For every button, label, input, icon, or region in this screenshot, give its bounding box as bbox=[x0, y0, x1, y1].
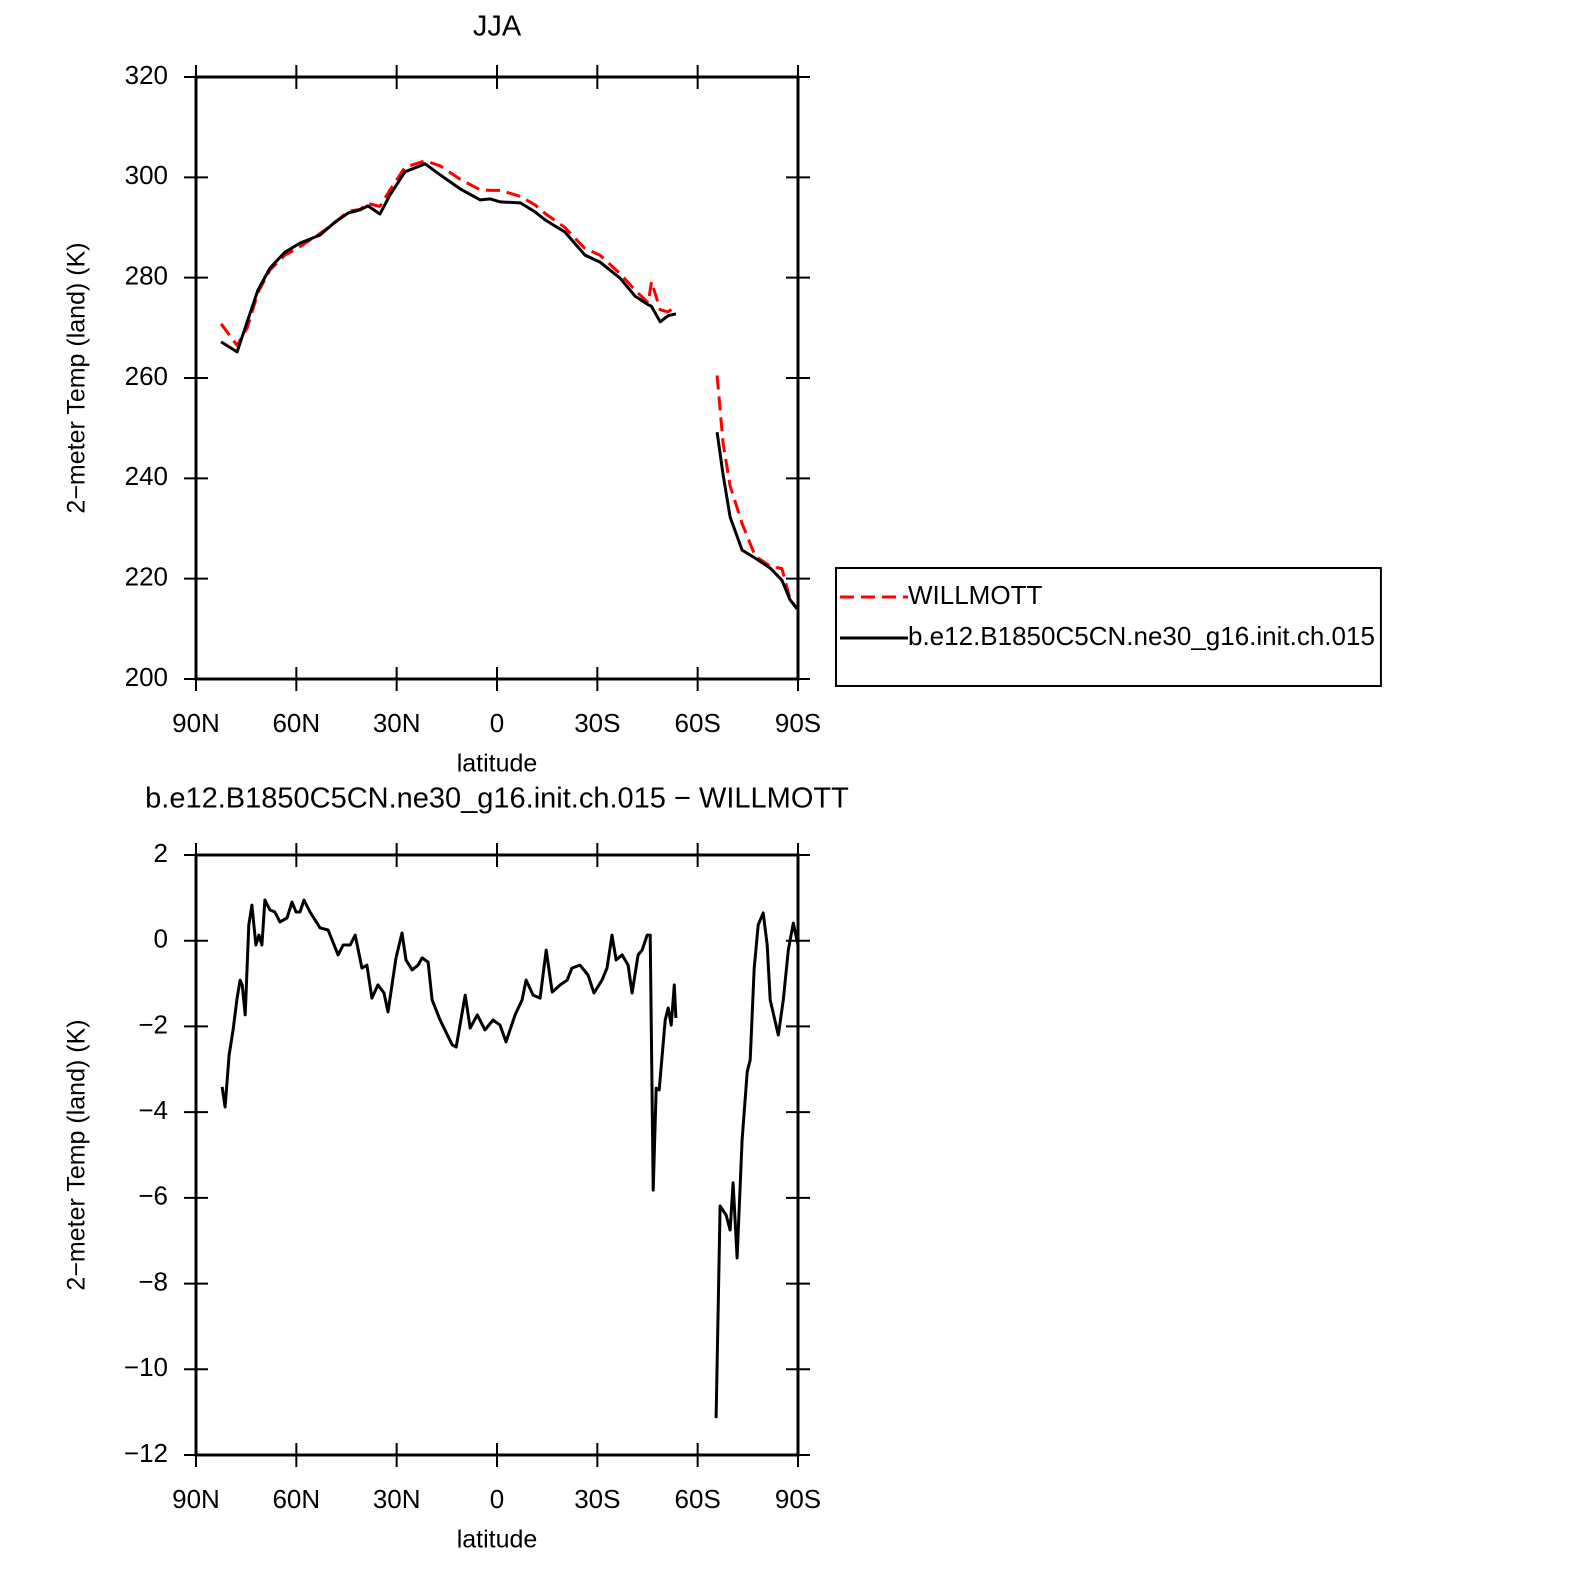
x-tick-label: 90N bbox=[172, 1484, 220, 1514]
y-tick-label: 0 bbox=[154, 924, 168, 954]
legend-label: b.e12.B1850C5CN.ne30_g16.init.ch.015 bbox=[908, 621, 1375, 651]
y-tick-label: −8 bbox=[138, 1266, 168, 1296]
data-line bbox=[220, 898, 800, 1419]
panel: b.e12.B1850C5CN.ne30_g16.init.ch.015 − W… bbox=[63, 783, 850, 1554]
legend-box bbox=[835, 567, 1382, 687]
y-tick-label: −12 bbox=[124, 1438, 168, 1468]
plot-frame bbox=[194, 853, 800, 1457]
y-tick-label: 260 bbox=[125, 361, 168, 391]
x-tick-label: 30S bbox=[574, 708, 620, 738]
x-tick-label: 60N bbox=[272, 708, 320, 738]
x-tick-label: 30S bbox=[574, 1484, 620, 1514]
y-tick-label: −2 bbox=[138, 1009, 168, 1039]
x-tick-label: 30N bbox=[373, 708, 421, 738]
y-tick-label: 220 bbox=[125, 562, 168, 592]
chart-title: JJA bbox=[473, 11, 522, 43]
y-axis-label: 2−meter Temp (land) (K) bbox=[63, 242, 91, 513]
y-tick-label: 240 bbox=[125, 461, 168, 491]
data-line bbox=[219, 159, 799, 610]
y-tick-label: 300 bbox=[125, 160, 168, 190]
x-tick-label: 90N bbox=[172, 708, 220, 738]
y-tick-label: −6 bbox=[138, 1181, 168, 1211]
y-tick-label: 2 bbox=[154, 838, 168, 868]
x-tick-label: 0 bbox=[490, 1484, 504, 1514]
panel: JJA 90N 60N 30N 0 30S 60S 90S 200 220 240 260 280 300… bbox=[63, 11, 1382, 778]
data-line bbox=[220, 162, 799, 610]
x-tick-label: 0 bbox=[490, 708, 504, 738]
y-tick-label: 320 bbox=[125, 60, 168, 90]
x-tick-label: 90S bbox=[775, 1484, 821, 1514]
y-tick-label: 200 bbox=[125, 662, 168, 692]
legend-label: WILLMOTT bbox=[908, 580, 1042, 610]
x-tick-label: 60S bbox=[675, 708, 721, 738]
chart-title: b.e12.B1850C5CN.ne30_g16.init.ch.015 − W… bbox=[145, 783, 849, 815]
x-axis-label: latitude bbox=[457, 750, 538, 778]
y-axis-label: 2−meter Temp (land) (K) bbox=[63, 1019, 91, 1290]
x-tick-label: 30N bbox=[373, 1484, 421, 1514]
y-tick-label: −4 bbox=[138, 1095, 168, 1125]
y-tick-label: 280 bbox=[125, 261, 168, 291]
legend: WILLMOTT b.e12.B1850C5CN.ne30_g16.init.ch… bbox=[835, 567, 1382, 687]
x-tick-label: 90S bbox=[775, 708, 821, 738]
x-tick-label: 60N bbox=[272, 1484, 320, 1514]
y-tick-label: −10 bbox=[124, 1352, 168, 1382]
x-axis-label: latitude bbox=[457, 1526, 538, 1554]
x-tick-label: 60S bbox=[675, 1484, 721, 1514]
plot-frame bbox=[194, 75, 800, 681]
